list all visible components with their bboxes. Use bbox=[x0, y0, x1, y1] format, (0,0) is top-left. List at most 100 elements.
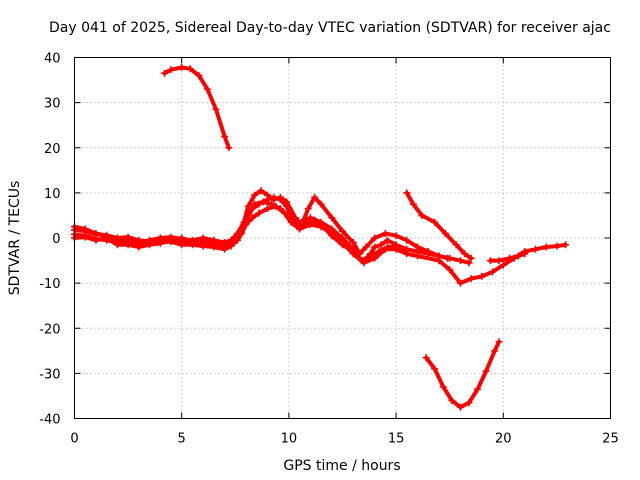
data-point-arc-1 bbox=[371, 243, 379, 251]
data-point-arc-7 bbox=[422, 354, 430, 362]
data-point-arc-3 bbox=[283, 198, 291, 206]
data-point-arc-5 bbox=[203, 85, 211, 93]
data-point-arc-1 bbox=[456, 257, 464, 265]
x-tick-label: 15 bbox=[388, 432, 405, 447]
data-point-arc-3 bbox=[349, 239, 357, 247]
data-point-arc-5 bbox=[195, 72, 203, 80]
data-point-arc-4 bbox=[146, 241, 154, 249]
data-point-arc-2 bbox=[178, 241, 186, 249]
data-point-arc-7 bbox=[431, 365, 439, 373]
data-point-arc-2 bbox=[478, 272, 486, 280]
data-point-arc-3 bbox=[414, 243, 422, 251]
series-layer bbox=[71, 63, 569, 411]
data-point-arc-1 bbox=[377, 241, 385, 249]
y-tick-label: -10 bbox=[39, 277, 60, 292]
y-tick-label: 20 bbox=[44, 142, 61, 157]
data-point-arc-4 bbox=[227, 239, 235, 247]
data-point-arc-6 bbox=[461, 250, 469, 258]
data-point-arc-4 bbox=[349, 248, 357, 256]
data-point-arc-4 bbox=[221, 241, 229, 249]
data-point-arc-6 bbox=[441, 229, 449, 237]
data-point-arc-8 bbox=[514, 252, 522, 260]
data-point-arc-6 bbox=[409, 200, 417, 208]
data-point-arc-3 bbox=[362, 243, 370, 251]
data-point-arc-2 bbox=[499, 261, 507, 269]
chart-title: Day 041 of 2025, Sidereal Day-to-day VTE… bbox=[49, 20, 611, 36]
data-point-arc-3 bbox=[251, 191, 259, 199]
data-point-arc-3 bbox=[276, 193, 284, 201]
data-point-arc-3 bbox=[124, 235, 132, 243]
data-point-arc-4 bbox=[156, 239, 164, 247]
data-point-arc-4 bbox=[293, 223, 301, 231]
data-point-arc-3 bbox=[81, 225, 89, 233]
data-point-arc-4 bbox=[259, 198, 267, 206]
data-point-arc-3 bbox=[424, 248, 432, 256]
data-point-arc-3 bbox=[435, 252, 443, 260]
data-point-arc-4 bbox=[167, 236, 175, 244]
data-point-arc-6 bbox=[467, 254, 475, 262]
data-point-arc-4 bbox=[375, 248, 383, 256]
data-point-arc-3 bbox=[371, 234, 379, 242]
data-point-arc-8 bbox=[521, 250, 529, 258]
data-point-arc-2 bbox=[199, 242, 207, 250]
data-point-arc-2 bbox=[414, 252, 422, 260]
x-tick-label: 10 bbox=[281, 432, 298, 447]
data-point-arc-4 bbox=[244, 211, 252, 219]
data-point-arc-3 bbox=[304, 205, 312, 213]
data-point-arc-4 bbox=[210, 239, 218, 247]
data-point-arc-7 bbox=[491, 347, 499, 355]
data-point-arc-7 bbox=[495, 338, 503, 346]
data-point-arc-1 bbox=[465, 259, 473, 267]
data-point-arc-4 bbox=[268, 200, 276, 208]
data-point-arc-4 bbox=[392, 243, 400, 251]
data-point-arc-4 bbox=[81, 233, 89, 241]
data-point-arc-4 bbox=[233, 232, 241, 240]
data-point-arc-4 bbox=[302, 220, 310, 228]
data-point-arc-7 bbox=[465, 399, 473, 407]
data-point-arc-5 bbox=[186, 65, 194, 73]
data-point-arc-6 bbox=[418, 211, 426, 219]
series-line-arc-6 bbox=[404, 190, 474, 261]
data-point-arc-2 bbox=[263, 205, 271, 213]
data-point-arc-4 bbox=[251, 200, 259, 208]
data-point-arc-3 bbox=[244, 202, 252, 210]
x-tick-label: 0 bbox=[70, 432, 78, 447]
x-tick-label: 5 bbox=[178, 432, 186, 447]
data-point-arc-4 bbox=[311, 216, 319, 224]
data-point-arc-5 bbox=[221, 132, 229, 140]
data-point-arc-2 bbox=[561, 241, 569, 249]
data-point-arc-4 bbox=[124, 241, 132, 249]
data-point-arc-4 bbox=[103, 234, 111, 242]
data-point-arc-4 bbox=[188, 238, 196, 246]
data-point-arc-3 bbox=[339, 227, 346, 235]
series-line-arc-5 bbox=[162, 65, 231, 150]
data-point-arc-2 bbox=[446, 266, 454, 274]
x-tick-label: 20 bbox=[495, 432, 512, 447]
series-line-arc-8 bbox=[488, 251, 527, 263]
series-line-arc-7 bbox=[424, 339, 501, 410]
data-point-arc-3 bbox=[270, 196, 278, 204]
data-point-arc-4 bbox=[178, 234, 186, 242]
data-point-arc-8 bbox=[495, 257, 503, 265]
data-point-arc-4 bbox=[328, 232, 336, 240]
data-point-arc-3 bbox=[381, 229, 389, 237]
data-point-arc-4 bbox=[276, 205, 284, 213]
data-point-arc-7 bbox=[482, 367, 490, 375]
data-point-arc-6 bbox=[431, 218, 439, 226]
data-point-arc-3 bbox=[311, 193, 319, 201]
data-point-arc-7 bbox=[456, 403, 464, 411]
y-tick-label: 10 bbox=[44, 187, 61, 202]
data-point-arc-6 bbox=[403, 189, 411, 197]
data-point-arc-7 bbox=[448, 396, 456, 404]
data-point-arc-3 bbox=[263, 191, 271, 199]
y-tick-label: 40 bbox=[44, 52, 61, 67]
data-point-arc-4 bbox=[199, 236, 207, 244]
data-point-arc-2 bbox=[553, 242, 561, 250]
data-point-arc-4 bbox=[285, 214, 293, 222]
data-point-arc-5 bbox=[225, 144, 233, 152]
data-point-arc-4 bbox=[384, 243, 392, 251]
data-point-arc-5 bbox=[161, 69, 169, 77]
data-point-arc-3 bbox=[328, 214, 336, 222]
y-tick-label: -20 bbox=[39, 322, 60, 337]
